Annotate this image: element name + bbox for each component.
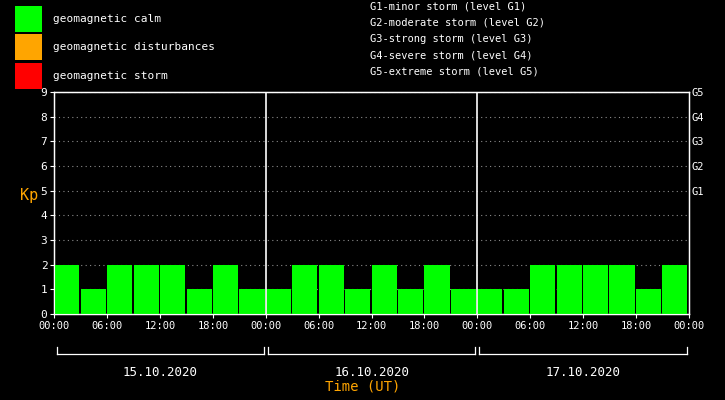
Bar: [80, 289, 106, 314]
Bar: [292, 265, 318, 314]
Text: G5-extreme storm (level G5): G5-extreme storm (level G5): [370, 66, 539, 76]
Bar: [557, 265, 581, 314]
Text: 15.10.2020: 15.10.2020: [123, 366, 198, 378]
Bar: [14, 6, 42, 32]
Bar: [530, 265, 555, 314]
Text: geomagnetic storm: geomagnetic storm: [53, 71, 167, 81]
Text: G2-moderate storm (level G2): G2-moderate storm (level G2): [370, 17, 544, 27]
Bar: [107, 265, 133, 314]
Text: Time (UT): Time (UT): [325, 380, 400, 394]
Bar: [477, 289, 502, 314]
Bar: [504, 289, 529, 314]
Bar: [186, 289, 212, 314]
Bar: [345, 289, 370, 314]
Bar: [14, 34, 42, 60]
Bar: [636, 289, 661, 314]
Text: G3-strong storm (level G3): G3-strong storm (level G3): [370, 34, 532, 44]
Text: geomagnetic disturbances: geomagnetic disturbances: [53, 42, 215, 52]
Bar: [398, 289, 423, 314]
Text: G1-minor storm (level G1): G1-minor storm (level G1): [370, 1, 526, 11]
Bar: [160, 265, 185, 314]
Bar: [213, 265, 238, 314]
Text: G4-severe storm (level G4): G4-severe storm (level G4): [370, 50, 532, 60]
Bar: [610, 265, 634, 314]
Text: geomagnetic calm: geomagnetic calm: [53, 14, 161, 24]
Bar: [319, 265, 344, 314]
Bar: [54, 265, 80, 314]
Text: 17.10.2020: 17.10.2020: [545, 366, 621, 378]
Bar: [451, 289, 476, 314]
Bar: [583, 265, 608, 314]
Bar: [239, 289, 265, 314]
Y-axis label: Kp: Kp: [20, 188, 38, 203]
Bar: [133, 265, 159, 314]
Bar: [424, 265, 450, 314]
Text: 16.10.2020: 16.10.2020: [334, 366, 409, 378]
Bar: [266, 289, 291, 314]
Bar: [14, 63, 42, 88]
Bar: [663, 265, 687, 314]
Bar: [371, 265, 397, 314]
